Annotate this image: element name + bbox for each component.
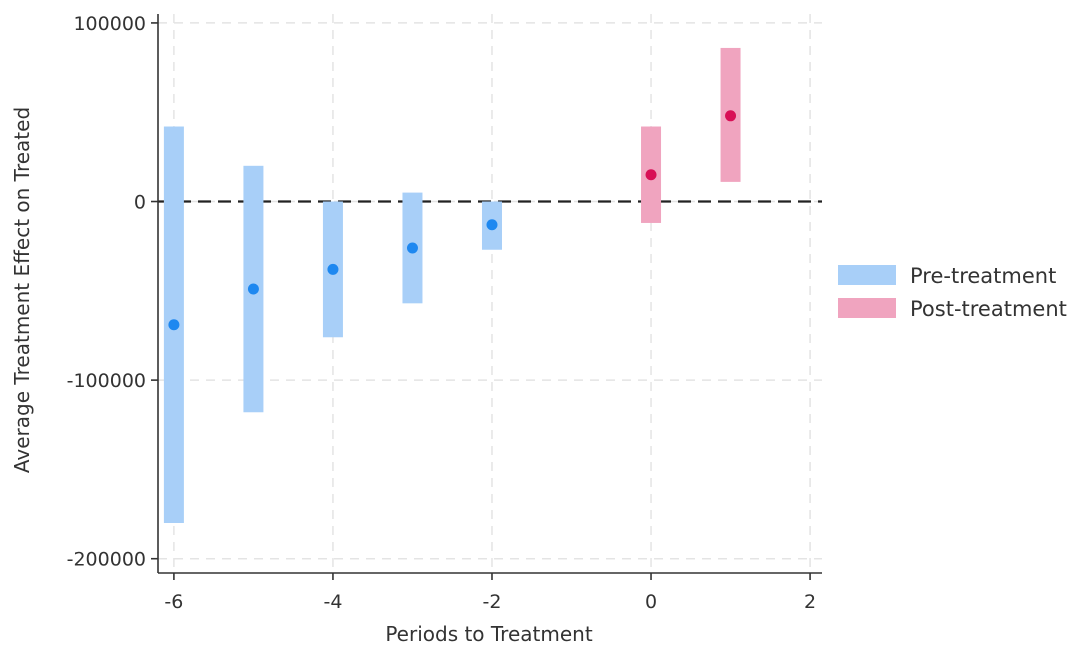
y-tick-label: 100000 [73,13,146,35]
x-tick-label: -4 [323,591,342,613]
point-estimate [645,169,657,181]
legend-label: Pre-treatment [910,264,1056,288]
point-estimate [725,110,737,122]
legend-label: Post-treatment [910,297,1067,321]
axes-layer [151,14,822,580]
x-tick-label: -2 [483,591,502,613]
legend-swatch [838,298,896,318]
y-tick-label: 0 [134,192,146,214]
point-estimate [168,319,180,331]
y-tick-label: -100000 [67,370,146,392]
tick-labels-layer: -200000 -100000 0 100000 -6 -4 -2 0 2 [67,13,817,613]
point-estimate [406,242,418,254]
point-estimate [486,219,498,231]
legend: Pre-treatment Post-treatment [838,264,1067,321]
point-estimate [327,263,339,275]
y-axis-title: Average Treatment Effect on Treated [10,107,34,473]
y-tick-label: -200000 [67,549,146,571]
x-tick-label: -6 [164,591,183,613]
points-layer [168,110,737,331]
x-tick-label: 2 [804,591,816,613]
x-axis-title: Periods to Treatment [385,622,593,646]
point-estimate [247,283,259,295]
legend-swatch [838,265,896,285]
x-tick-label: 0 [645,591,657,613]
